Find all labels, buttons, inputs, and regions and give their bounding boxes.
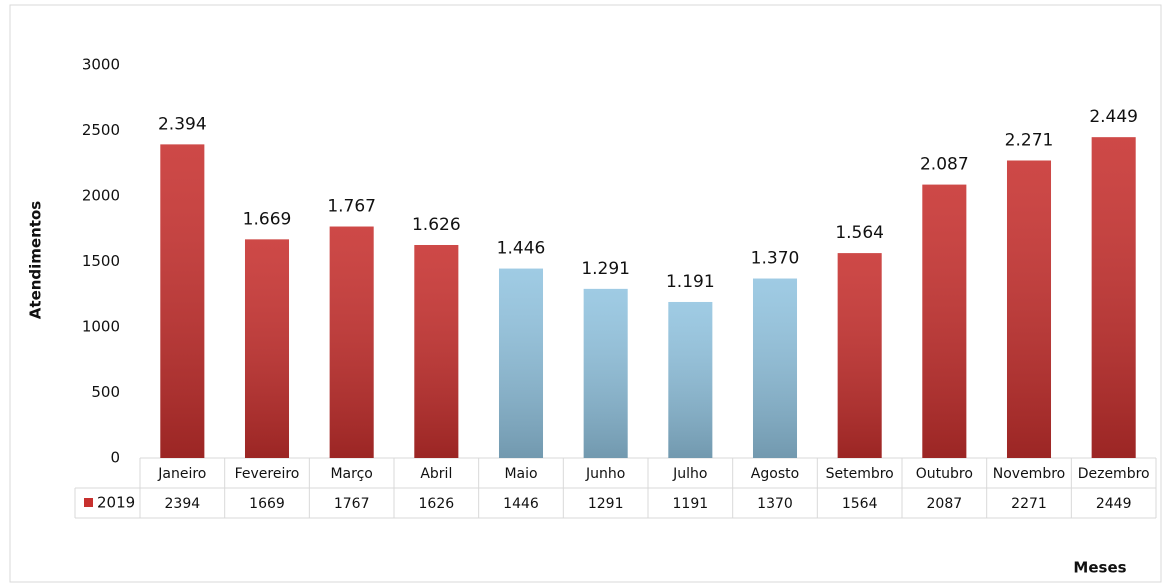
y-tick-label: 1000 — [82, 318, 120, 336]
data-label: 1.767 — [327, 197, 376, 217]
x-tick-label: Março — [330, 466, 372, 482]
data-label: 2.271 — [1005, 130, 1054, 150]
y-tick-label: 500 — [91, 383, 120, 401]
bar-shade — [752, 278, 798, 458]
data-label: 1.191 — [666, 272, 715, 292]
legend-swatch — [84, 498, 93, 507]
table-value: 1191 — [673, 496, 709, 512]
frame — [9, 4, 1162, 583]
data-label: 2.087 — [920, 155, 969, 175]
bar-shade — [160, 144, 205, 459]
table-value: 1669 — [249, 496, 285, 512]
bar-shade — [1006, 160, 1052, 458]
x-tick-label: Novembro — [993, 466, 1065, 482]
x-tick-label: Janeiro — [157, 466, 206, 482]
bar-shade — [668, 301, 713, 458]
table-value: 1564 — [842, 496, 878, 512]
bar-shade — [244, 239, 290, 458]
bar-shade — [414, 244, 459, 458]
y-tick-label: 2000 — [82, 187, 120, 205]
y-tick-label: 2500 — [82, 121, 120, 139]
x-tick-label: Outubro — [916, 466, 973, 482]
data-label: 1.564 — [835, 223, 884, 243]
data-label: 1.446 — [497, 239, 546, 259]
x-tick-label: Fevereiro — [235, 466, 300, 482]
bar-shade — [329, 226, 374, 458]
y-axis-label: Atendimentos — [27, 201, 45, 319]
table-value: 2271 — [1011, 496, 1047, 512]
table-value: 1446 — [503, 496, 539, 512]
data-label: 1.370 — [751, 249, 800, 269]
y-tick-label: 0 — [110, 449, 120, 467]
table-value: 2394 — [165, 496, 201, 512]
table-value: 1291 — [588, 496, 624, 512]
x-tick-label: Agosto — [751, 466, 799, 482]
data-label: 2.394 — [158, 114, 207, 134]
y-tick-label: 1500 — [82, 252, 120, 270]
x-axis-label: Meses — [1073, 559, 1126, 577]
x-tick-label: Dezembro — [1078, 466, 1150, 482]
data-label: 1.626 — [412, 215, 461, 235]
y-tick-label: 3000 — [82, 56, 120, 74]
table-value: 1626 — [419, 496, 455, 512]
data-label: 1.291 — [581, 259, 630, 279]
table-value: 1370 — [757, 496, 793, 512]
table-value: 1767 — [334, 496, 370, 512]
x-tick-label: Maio — [504, 466, 537, 482]
data-label: 1.669 — [243, 209, 292, 229]
bar-shade — [837, 253, 882, 458]
bar-shade — [583, 288, 628, 458]
data-table — [74, 457, 1157, 519]
x-tick-label: Junho — [585, 466, 625, 482]
bar-shade — [1091, 137, 1136, 458]
bar-shade — [922, 184, 967, 458]
x-tick-label: Julho — [672, 466, 707, 482]
table-value: 2087 — [927, 496, 963, 512]
legend-label: 2019 — [97, 494, 135, 512]
x-tick-label: Abril — [420, 466, 452, 482]
table-value: 2449 — [1096, 496, 1132, 512]
x-tick-label: Setembro — [826, 466, 894, 482]
bar-shade — [498, 268, 544, 458]
data-label: 2.449 — [1089, 107, 1138, 127]
